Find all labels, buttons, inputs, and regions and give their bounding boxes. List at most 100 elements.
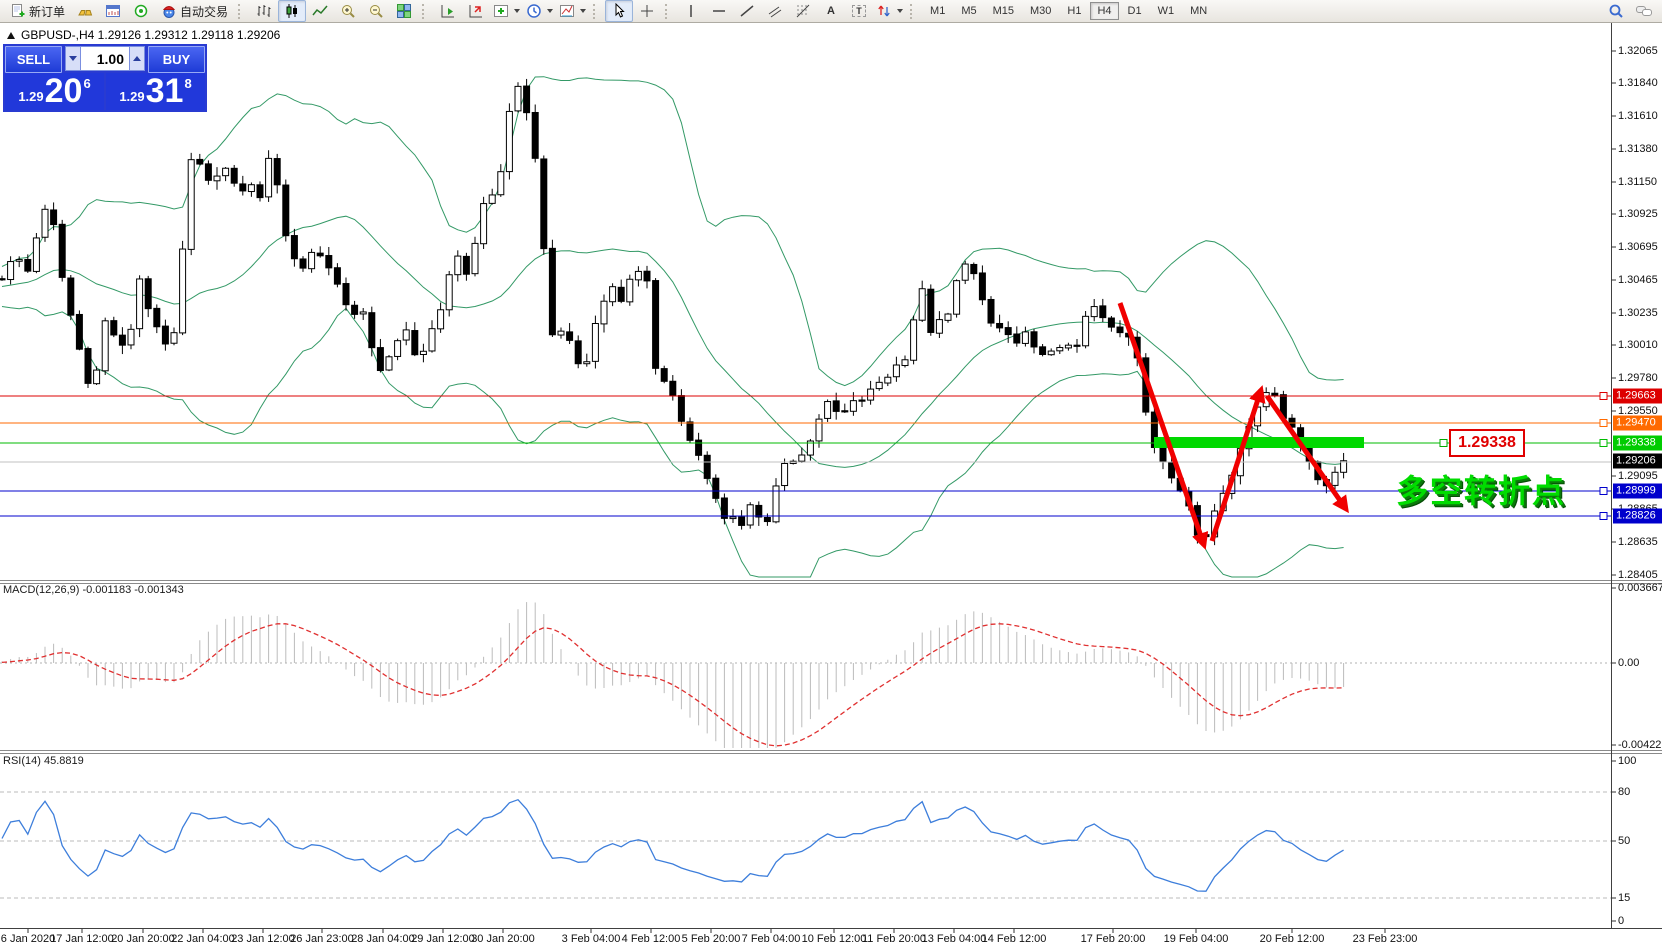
indicators-button[interactable] [490,0,523,22]
dropdown-caret-icon [547,9,554,13]
support-zone-bar [1154,437,1364,448]
candle-body [935,319,943,334]
new-order-label: 新订单 [29,4,66,19]
candle-body [1340,460,1348,473]
timeframe-m30[interactable]: M30 [1030,5,1052,17]
candle-body [428,328,436,352]
gold-ingots-icon [78,10,93,16]
candle-body [867,388,875,401]
ohlc-bars-icon [257,5,271,17]
chart-shift-button[interactable] [434,0,462,22]
chat-button[interactable] [1630,0,1658,22]
templates-button[interactable] [556,0,589,22]
zoom-in-button[interactable] [334,0,362,22]
timeframe-m5[interactable]: M5 [961,5,977,17]
text-tool-button[interactable]: A [817,0,845,22]
periods-button[interactable] [523,0,556,22]
candle-body [729,516,737,520]
candle-body [351,304,359,315]
candle-body [41,208,49,238]
auto-scroll-button[interactable] [462,0,490,22]
timeframe-m1[interactable]: M1 [930,5,946,17]
candle-body [1013,333,1021,344]
crosshair-button[interactable] [633,0,661,22]
timeframe-mn[interactable]: MN [1190,5,1208,17]
candle-body [230,167,238,184]
trend-arrow [1209,385,1266,542]
candle-body [15,259,23,262]
candle-body [127,328,135,346]
auto-trading-robot-icon [162,6,176,18]
level-line-handle [1599,439,1608,447]
bar-chart-button[interactable] [250,0,278,22]
candle-body [574,340,582,365]
candle-body [591,322,599,362]
cursor-button[interactable] [605,0,634,22]
crosshair-icon [641,5,654,17]
candle-body [755,504,763,518]
candle-body [961,263,969,281]
candle-body [84,348,92,384]
candle-body [299,258,307,269]
new-chart-button[interactable] [99,0,127,22]
fibonacci-tool-button[interactable] [789,0,817,22]
candle-body [1056,347,1064,352]
candle-body [918,288,926,321]
auto-trading-button[interactable]: 自动交易 [155,0,234,22]
candle-body [136,278,144,330]
text-label-tool-button[interactable]: T [845,0,873,22]
toolbar-grip [593,3,601,19]
vertical-line-tool-button[interactable] [677,0,705,22]
text-label-icon: T [852,5,866,17]
signals-button[interactable] [127,0,155,22]
timeframe-m15[interactable]: M15 [992,5,1014,17]
line-chart-button[interactable] [306,0,334,22]
auto-trading-label: 自动交易 [180,4,229,19]
toolbar-grip [422,3,430,19]
candle-body [634,270,642,281]
timeframe-d1[interactable]: D1 [1127,5,1142,17]
channel-tool-button[interactable] [761,0,789,22]
zoom-out-icon [370,5,383,18]
candle-body [626,278,634,303]
timeframe-h1[interactable]: H1 [1067,5,1082,17]
candle-body [1202,534,1210,538]
timeframe-h4[interactable]: H4 [1090,2,1119,20]
level-line-handle [1599,487,1608,495]
candle-body [832,400,840,412]
market-watch-button[interactable] [71,0,99,22]
arrows-tool-button[interactable] [873,0,906,22]
candle-body [763,516,771,523]
horizontal-line-tool-button[interactable] [705,0,733,22]
candle-body [273,158,281,186]
tile-windows-button[interactable] [390,0,418,22]
candle-body [841,410,849,413]
candlestick-chart-button[interactable] [278,0,307,22]
line-chart-icon [312,5,328,16]
candle-body [497,171,505,196]
indicators-add-icon [494,5,509,17]
macd-signal-line [1,623,1344,747]
candle-body [901,359,909,367]
clock-icon [527,4,541,18]
zoom-out-button[interactable] [362,0,390,22]
candle-body [703,454,711,479]
candle-body [290,235,298,260]
candle-body [179,248,187,334]
search-button[interactable] [1602,0,1630,22]
candle-body [660,368,668,382]
timeframe-w1[interactable]: W1 [1157,5,1175,17]
candle-body [368,312,376,349]
candle-body [824,401,832,419]
candle-body [1159,447,1167,463]
new-order-button[interactable]: 新订单 [4,0,71,22]
trendline-tool-button[interactable] [733,0,761,22]
candle-body [583,361,591,365]
candle-body [686,421,694,441]
candle-body [669,380,677,397]
candle-body [445,274,453,311]
candle-body [1082,315,1090,347]
trend-arrow [1117,302,1209,550]
candle-body [677,395,685,422]
